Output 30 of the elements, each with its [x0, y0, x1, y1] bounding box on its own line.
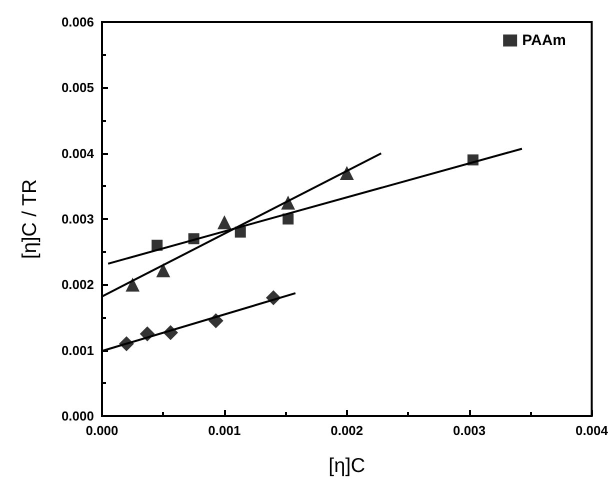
point: [152, 240, 163, 251]
point: [467, 154, 478, 166]
point: [163, 325, 178, 340]
point: [281, 196, 296, 210]
y-axis-title: [η]C / TR: [19, 179, 41, 259]
y-tick-label: 0.005: [61, 80, 94, 96]
y-tick-label: 0.004: [61, 146, 95, 161]
y-tick-label: 0.001: [61, 342, 94, 358]
x-tick-label: 0.003: [453, 423, 486, 438]
y-tick-label: 0.003: [61, 212, 94, 226]
y-tick-label: 0.000: [61, 408, 94, 424]
y-tick-label: 0.006: [61, 14, 94, 30]
x-tick-label: 0.004: [575, 423, 609, 438]
point: [156, 263, 170, 278]
x-axis-title: [η]C: [328, 455, 366, 477]
point: [282, 214, 294, 224]
x-tick-label: 0.001: [208, 423, 241, 438]
x-tick-label: 0.002: [330, 423, 364, 438]
point: [234, 226, 246, 238]
point: [118, 336, 134, 352]
point: [126, 278, 140, 292]
point: [266, 290, 281, 306]
point: [140, 326, 155, 342]
x-tick-label: 0.000: [86, 423, 118, 438]
point: [340, 166, 354, 180]
point: [188, 233, 200, 244]
y-tick-label: 0.002: [61, 277, 94, 292]
legend-label: PAAm: [522, 32, 566, 49]
point: [208, 313, 224, 328]
point: [217, 215, 232, 230]
